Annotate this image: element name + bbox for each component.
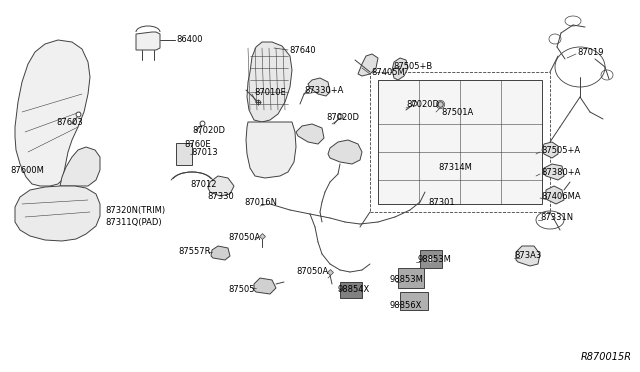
Text: 87505+A: 87505+A — [541, 145, 580, 154]
Polygon shape — [211, 246, 230, 260]
Text: 87020D: 87020D — [192, 125, 225, 135]
Bar — [400, 292, 428, 310]
Text: 87320N(TRIM): 87320N(TRIM) — [105, 205, 165, 215]
Text: 87010E: 87010E — [254, 87, 285, 96]
Text: 87331N: 87331N — [540, 212, 573, 221]
Text: R870015R: R870015R — [581, 352, 632, 362]
Text: 87013: 87013 — [191, 148, 218, 157]
Text: 87505: 87505 — [228, 285, 255, 295]
Text: 87314M: 87314M — [438, 163, 472, 171]
Text: 87640: 87640 — [289, 45, 316, 55]
Polygon shape — [308, 78, 330, 96]
Text: 87557R: 87557R — [178, 247, 211, 257]
Text: 87406MA: 87406MA — [541, 192, 580, 201]
Bar — [340, 282, 362, 298]
Text: 87050A: 87050A — [296, 267, 328, 276]
Polygon shape — [544, 164, 564, 180]
Text: 87311Q(PAD): 87311Q(PAD) — [105, 218, 162, 227]
Text: 87012: 87012 — [190, 180, 216, 189]
Text: 87603: 87603 — [56, 118, 83, 126]
Text: 87020D: 87020D — [326, 112, 359, 122]
Polygon shape — [542, 142, 558, 158]
Text: 87600M: 87600M — [10, 166, 44, 174]
Text: 87050A: 87050A — [228, 232, 260, 241]
Text: 98854X: 98854X — [338, 285, 371, 295]
Text: 87405M: 87405M — [371, 67, 404, 77]
Polygon shape — [546, 186, 564, 204]
Text: 87330+A: 87330+A — [304, 86, 344, 94]
Text: 87501A: 87501A — [441, 108, 473, 116]
Text: 8760E: 8760E — [184, 140, 211, 148]
Text: 87019: 87019 — [577, 48, 604, 57]
Bar — [378, 80, 542, 204]
Polygon shape — [392, 58, 408, 80]
Bar — [176, 143, 192, 165]
Polygon shape — [296, 124, 324, 144]
Text: 87301: 87301 — [428, 198, 454, 206]
Text: 98856X: 98856X — [390, 301, 422, 311]
Text: 98853M: 98853M — [418, 256, 452, 264]
Text: 87380+A: 87380+A — [541, 167, 580, 176]
Bar — [420, 250, 442, 268]
Text: 87020D: 87020D — [406, 99, 439, 109]
Polygon shape — [208, 176, 234, 196]
Bar — [370, 72, 550, 212]
Text: 86400: 86400 — [176, 35, 202, 44]
Text: 87330: 87330 — [207, 192, 234, 201]
Polygon shape — [328, 140, 362, 164]
Bar — [398, 268, 424, 288]
Polygon shape — [246, 122, 296, 178]
Polygon shape — [254, 278, 276, 294]
Polygon shape — [15, 186, 100, 241]
Polygon shape — [15, 40, 90, 186]
Polygon shape — [247, 42, 292, 122]
Text: 87505+B: 87505+B — [393, 61, 432, 71]
Text: 873A3: 873A3 — [514, 251, 541, 260]
Polygon shape — [136, 32, 160, 50]
Polygon shape — [358, 54, 378, 76]
Polygon shape — [516, 246, 540, 266]
Text: 98853M: 98853M — [390, 276, 424, 285]
Polygon shape — [60, 147, 100, 186]
Text: 87016N: 87016N — [244, 198, 277, 206]
